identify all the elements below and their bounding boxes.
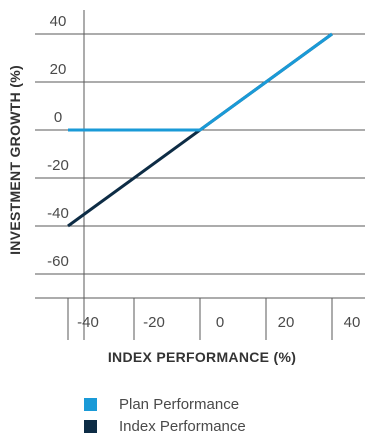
x-tick-label: -20	[143, 314, 165, 331]
legend-item-plan: Plan Performance	[84, 393, 246, 415]
series-lines	[67, 32, 333, 228]
legend-item-index: Index Performance	[84, 415, 246, 437]
axes	[35, 10, 365, 340]
legend-label-index: Index Performance	[119, 417, 246, 435]
y-tick-label: 0	[54, 109, 62, 126]
y-tick-label: 40	[50, 13, 67, 30]
y-axis-title: INVESTMENT GROWTH (%)	[7, 65, 23, 255]
legend: Plan Performance Index Performance	[84, 393, 246, 437]
x-axis-title: INDEX PERFORMANCE (%)	[108, 349, 296, 365]
y-tick-label: -40	[47, 205, 69, 222]
y-tick-label: -20	[47, 157, 69, 174]
x-tick-label: 20	[278, 314, 295, 331]
legend-label-plan: Plan Performance	[119, 395, 240, 413]
x-tick-labels: -40 -20 0 20 40	[77, 314, 360, 331]
x-tick-label: 0	[216, 314, 224, 331]
y-tick-label: -60	[47, 253, 69, 270]
x-tick-label: 40	[344, 314, 361, 331]
x-tick-label: -40	[77, 314, 99, 331]
series-line-plan	[68, 32, 333, 132]
legend-swatch-plan	[84, 397, 97, 411]
legend-swatch-index	[84, 419, 97, 433]
y-tick-label: 20	[50, 61, 67, 78]
y-tick-labels: 40 20 0 -20 -40 -60	[47, 13, 69, 270]
